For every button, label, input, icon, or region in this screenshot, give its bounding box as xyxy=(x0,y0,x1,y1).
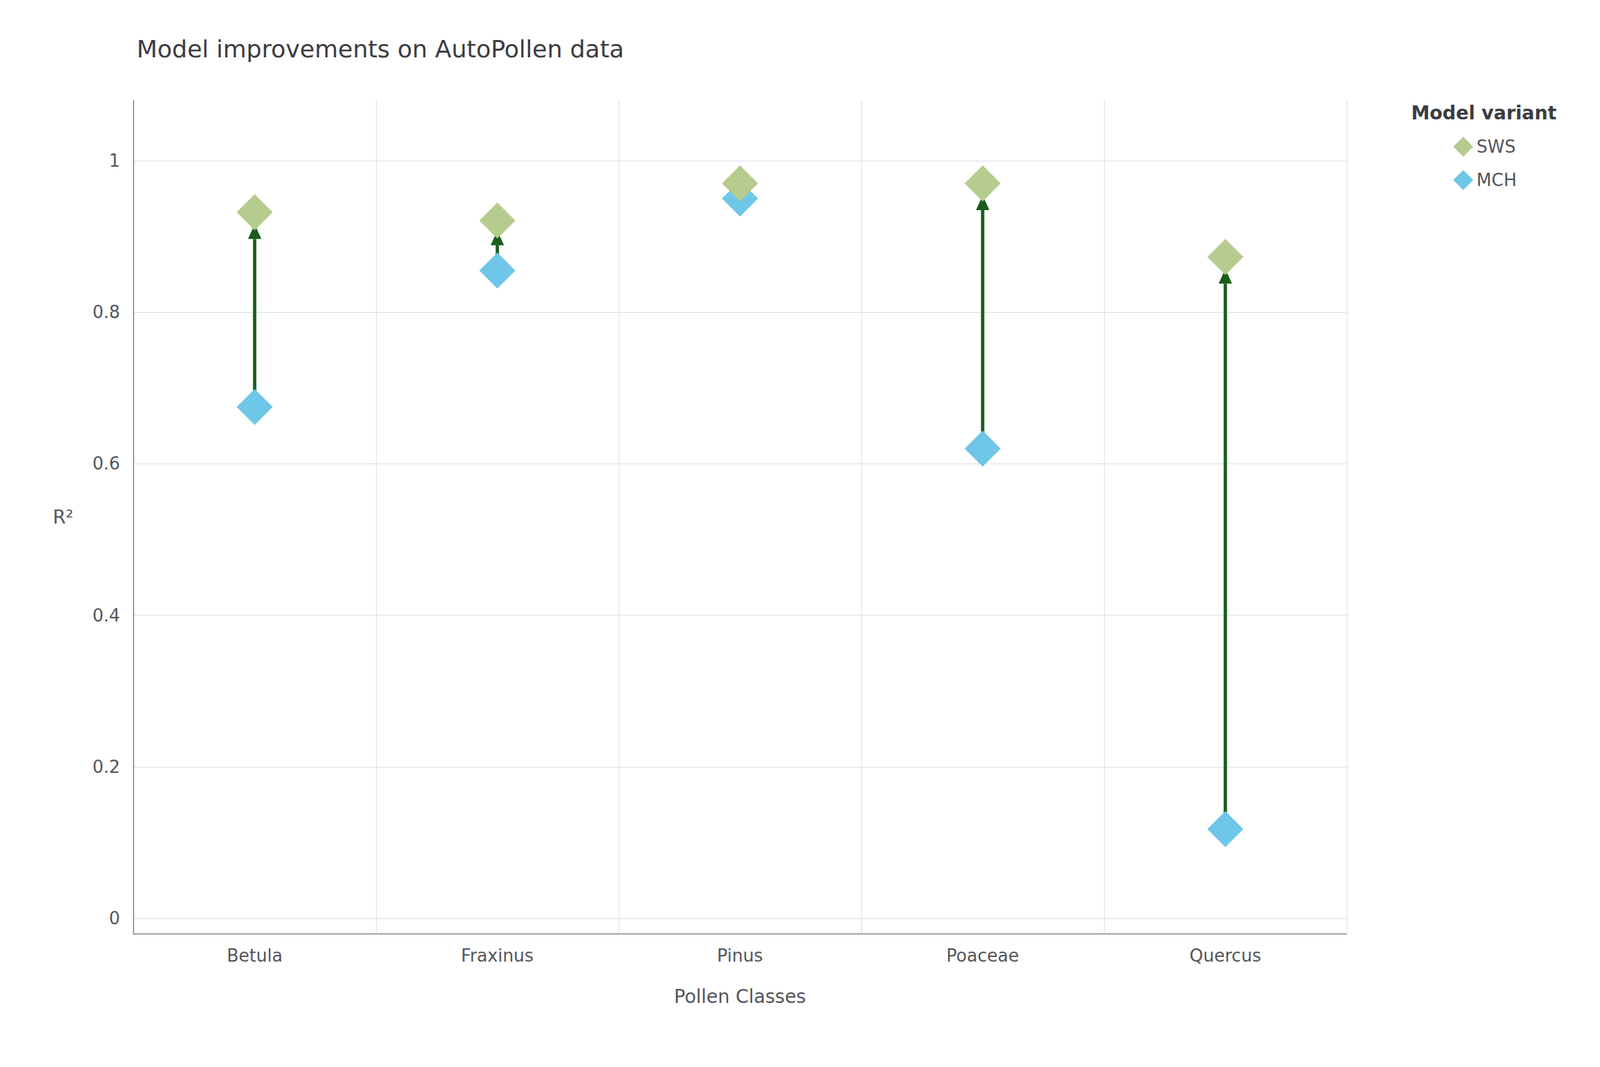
svg-text:Model variant: Model variant xyxy=(1411,102,1557,124)
svg-text:Quercus: Quercus xyxy=(1189,945,1261,966)
svg-text:0.8: 0.8 xyxy=(92,302,120,322)
svg-text:0.6: 0.6 xyxy=(92,453,120,474)
svg-text:R²: R² xyxy=(52,506,74,528)
svg-text:Poaceae: Poaceae xyxy=(946,945,1020,966)
svg-text:0: 0 xyxy=(108,908,120,928)
svg-text:SWS: SWS xyxy=(1476,136,1516,157)
svg-text:Model improvements on AutoPoll: Model improvements on AutoPollen data xyxy=(136,35,624,63)
svg-text:Pinus: Pinus xyxy=(717,945,764,966)
svg-text:Fraxinus: Fraxinus xyxy=(461,945,534,966)
svg-text:MCH: MCH xyxy=(1476,170,1517,190)
svg-text:0.4: 0.4 xyxy=(92,605,120,626)
svg-text:1: 1 xyxy=(108,150,120,171)
svg-text:Betula: Betula xyxy=(226,945,283,966)
svg-text:0.2: 0.2 xyxy=(92,756,120,777)
svg-text:Pollen Classes: Pollen Classes xyxy=(674,985,806,1008)
